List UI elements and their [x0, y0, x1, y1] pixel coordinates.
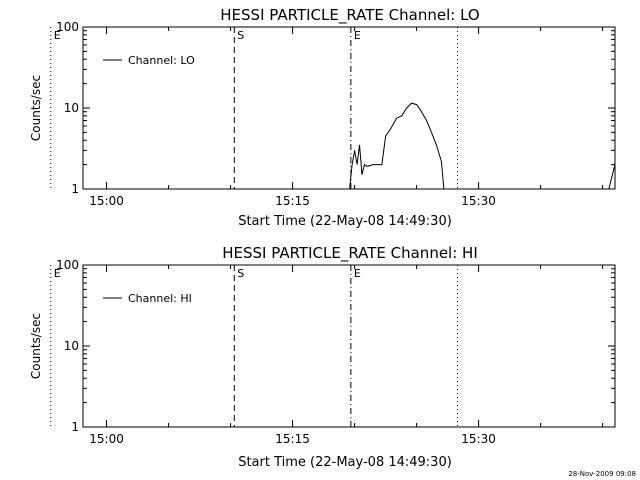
- footer-timestamp: 28-Nov-2009 09:08: [568, 470, 636, 478]
- chart-hi-xlabel: Start Time (22-May-08 14:49:30): [238, 455, 452, 470]
- x-tick-label: 15:00: [89, 432, 124, 446]
- time-marker-label: E: [354, 267, 361, 280]
- x-tick-label: 15:00: [89, 194, 124, 208]
- time-marker-label: S: [237, 29, 244, 42]
- time-marker-label: S: [237, 267, 244, 280]
- x-tick-label: 15:30: [461, 194, 496, 208]
- chart-lo: HESSI PARTICLE_RATE Channel: LO 15:00 15:…: [29, 6, 616, 229]
- y-tick-label: 100: [56, 20, 79, 34]
- time-marker-label: E: [54, 267, 61, 280]
- y-tick-label: 10: [64, 339, 79, 353]
- y-tick-label: 1: [71, 420, 79, 434]
- y-tick-label: 10: [64, 101, 79, 115]
- chart-lo-frame: [82, 26, 616, 190]
- chart-hi-legend-label: Channel: HI: [128, 292, 192, 305]
- chart-hi-frame: [82, 264, 616, 428]
- chart-lo-xlabel: Start Time (22-May-08 14:49:30): [238, 214, 452, 229]
- x-tick-label: 15:15: [275, 432, 310, 446]
- chart-lo-series-line: [349, 39, 616, 190]
- chart-hi: HESSI PARTICLE_RATE Channel: HI 15:00 15:…: [29, 244, 616, 470]
- x-tick-label: 15:30: [461, 432, 496, 446]
- x-tick-label: 15:15: [275, 194, 310, 208]
- chart-lo-legend-label: Channel: LO: [128, 54, 195, 67]
- y-tick-label: 100: [56, 258, 79, 272]
- chart-lo-ylabel: Counts/sec: [29, 75, 43, 141]
- time-marker-label: E: [354, 29, 361, 42]
- chart-lo-title: HESSI PARTICLE_RATE Channel: LO: [220, 6, 479, 25]
- time-marker-label: E: [54, 29, 61, 42]
- y-tick-label: 1: [71, 182, 79, 196]
- chart-hi-ylabel: Counts/sec: [29, 313, 43, 379]
- chart-hi-title: HESSI PARTICLE_RATE Channel: HI: [222, 244, 478, 263]
